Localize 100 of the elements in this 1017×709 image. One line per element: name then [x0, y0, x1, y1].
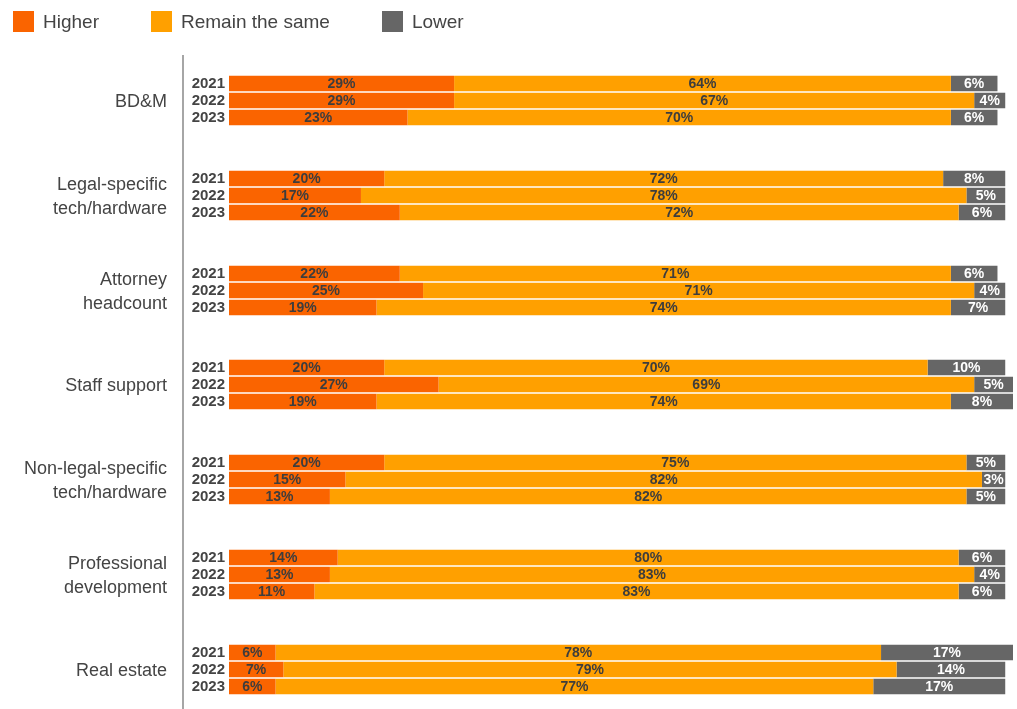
data-label: 67%: [700, 92, 729, 109]
data-label: 20%: [292, 454, 322, 471]
data-label: 70%: [665, 109, 694, 126]
data-label: 19%: [288, 393, 318, 410]
bar: [376, 299, 951, 316]
data-label: 75%: [661, 454, 690, 471]
data-label: 82%: [634, 488, 663, 505]
data-label: 5%: [975, 488, 997, 505]
data-label: 14%: [936, 661, 966, 678]
y-tick-label: 2022: [191, 469, 225, 487]
data-label: 20%: [292, 170, 322, 187]
data-label: 10%: [952, 359, 981, 376]
bar: [384, 359, 928, 376]
bar: [283, 661, 897, 678]
data-label: 83%: [622, 583, 652, 600]
data-label: 4%: [979, 282, 1001, 299]
y-tick-label: 2021: [191, 642, 225, 660]
data-label: 3%: [983, 471, 1005, 488]
y-tick-label: 2023: [191, 391, 225, 409]
data-label: 71%: [661, 265, 690, 282]
y-axis-title: Professional development: [63, 551, 167, 599]
data-label: 6%: [964, 265, 985, 282]
data-label: 6%: [964, 75, 985, 92]
y-tick-label: 2023: [191, 486, 225, 504]
y-tick-label: 2021: [191, 263, 225, 281]
data-label: 6%: [242, 678, 263, 695]
data-label: 29%: [327, 92, 357, 109]
bar: [360, 187, 967, 204]
y-axis-title: Staff support: [65, 373, 167, 397]
data-label: 64%: [688, 75, 718, 92]
data-label: 25%: [312, 282, 341, 299]
data-label: 19%: [288, 299, 318, 316]
y-tick-label: 2022: [191, 374, 225, 392]
data-label: 23%: [304, 109, 333, 126]
bar: [229, 376, 439, 393]
data-label: 69%: [692, 376, 721, 393]
legend-label: Lower: [411, 11, 464, 32]
data-label: 13%: [265, 566, 295, 583]
legend-label: Remain the same: [180, 11, 330, 32]
data-label: 77%: [560, 678, 589, 695]
data-label: 79%: [575, 661, 605, 678]
y-tick-label: 2022: [191, 280, 225, 298]
bar: [229, 282, 424, 299]
bar: [438, 376, 975, 393]
data-label: 6%: [971, 549, 993, 566]
data-label: 8%: [964, 170, 985, 187]
data-label: 72%: [665, 204, 694, 221]
bar: [275, 678, 874, 695]
bar: [229, 92, 455, 109]
bar: [329, 488, 967, 505]
y-tick-label: 2021: [191, 168, 225, 186]
y-tick-label: 2021: [191, 452, 225, 470]
data-label: 80%: [634, 549, 663, 566]
bar: [454, 92, 975, 109]
y-tick-label: 2022: [191, 659, 225, 677]
data-label: 15%: [273, 471, 302, 488]
y-tick-label: 2022: [191, 90, 225, 108]
data-label: 4%: [979, 566, 1001, 583]
data-label: 5%: [983, 376, 1005, 393]
legend-label: Higher: [43, 11, 99, 32]
bar: [454, 75, 951, 92]
bar: [407, 109, 951, 126]
bar: [376, 393, 951, 410]
data-label: 71%: [684, 282, 714, 299]
y-tick-label: 2023: [191, 581, 225, 599]
y-axis-title: Non-legal-specific tech/hardware: [23, 456, 167, 504]
y-tick-label: 2023: [191, 107, 225, 125]
data-label: 29%: [327, 75, 357, 92]
data-label: 11%: [258, 583, 286, 600]
y-tick-label: 2021: [191, 357, 225, 375]
data-label: 6%: [971, 204, 993, 221]
y-tick-label: 2023: [191, 676, 225, 694]
data-label: 72%: [649, 170, 679, 187]
data-label: 74%: [649, 393, 679, 410]
data-label: 83%: [638, 566, 667, 583]
data-label: 13%: [265, 488, 295, 505]
bar: [229, 109, 408, 126]
bar: [399, 204, 959, 221]
data-label: 74%: [649, 299, 679, 316]
data-label: 27%: [319, 376, 349, 393]
data-label: 6%: [964, 109, 985, 126]
data-label: 14%: [269, 549, 298, 566]
data-label: 82%: [649, 471, 679, 488]
data-label: 20%: [292, 359, 322, 376]
y-axis-title: Attorney headcount: [82, 267, 167, 315]
bar: [314, 583, 959, 600]
y-axis-title: Real estate: [75, 658, 167, 682]
data-label: 5%: [975, 454, 997, 471]
data-label: 22%: [300, 265, 329, 282]
bar: [399, 265, 951, 282]
data-label: 8%: [971, 393, 993, 410]
bar: [384, 170, 944, 187]
bar: [275, 644, 882, 661]
y-tick-label: 2023: [191, 202, 225, 220]
y-tick-label: 2023: [191, 297, 225, 315]
bar: [423, 282, 975, 299]
y-axis-title: BD&M: [114, 89, 167, 113]
bar: [384, 454, 967, 471]
bar: [337, 549, 959, 566]
data-label: 7%: [967, 299, 989, 316]
